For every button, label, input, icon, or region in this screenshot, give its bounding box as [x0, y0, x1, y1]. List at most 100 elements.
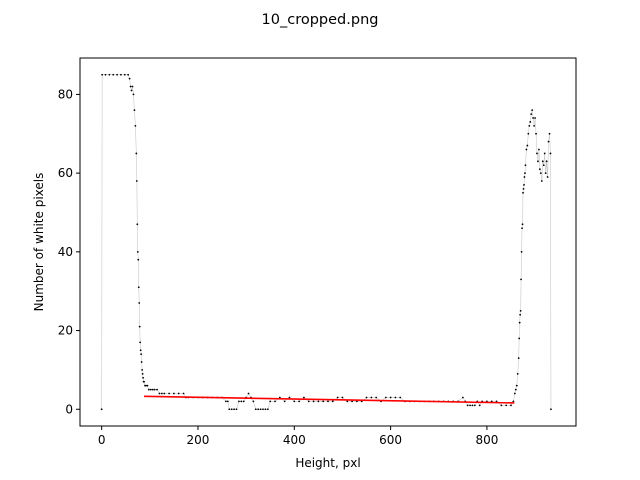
data-point [517, 357, 520, 360]
data-point [226, 400, 229, 403]
data-point [370, 396, 373, 399]
data-point [534, 117, 536, 119]
data-point [133, 109, 136, 112]
data-point [257, 408, 260, 411]
data-point [355, 400, 358, 403]
data-point [288, 396, 291, 399]
data-point [129, 85, 132, 88]
data-point [336, 396, 339, 399]
data-point [524, 164, 527, 167]
data-point [293, 400, 296, 403]
data-point [538, 168, 541, 171]
data-point [541, 160, 544, 163]
data-point [527, 132, 530, 135]
data-point [530, 113, 533, 115]
data-point [168, 392, 170, 395]
data-point [512, 400, 515, 403]
data-point [533, 124, 535, 127]
data-point [500, 404, 503, 407]
data-point [539, 172, 542, 175]
data-point [331, 400, 334, 403]
data-point [522, 191, 524, 194]
data-point [151, 388, 154, 391]
data-point [346, 400, 349, 403]
series-trace-line [101, 74, 552, 410]
data-point [518, 337, 521, 340]
data-point [514, 388, 517, 391]
y-tick-label: 20 [58, 324, 73, 338]
data-point [461, 396, 464, 399]
fit-layer [144, 395, 515, 404]
data-point [266, 408, 269, 411]
data-point [134, 124, 137, 127]
data-point [230, 408, 233, 411]
data-point [123, 73, 126, 76]
data-point [365, 396, 368, 399]
x-tick-label: 200 [187, 433, 210, 447]
data-point [523, 184, 525, 186]
data-point [131, 85, 134, 88]
x-tick-label: 0 [98, 433, 106, 447]
data-point [548, 132, 551, 135]
data-point [312, 400, 315, 403]
data-point [547, 140, 550, 143]
data-point [112, 73, 115, 76]
data-point [278, 396, 281, 399]
data-point [120, 73, 122, 76]
data-point [521, 223, 524, 226]
data-point [351, 400, 353, 403]
chart-title: 10_cropped.png [262, 12, 379, 28]
data-point [137, 286, 140, 289]
data-point [520, 250, 523, 253]
data-point [521, 227, 523, 230]
data-point [520, 278, 522, 281]
data-point [515, 384, 518, 387]
data-point [505, 404, 508, 407]
data-point [238, 400, 240, 403]
data-point [141, 369, 144, 371]
data-point [142, 376, 144, 379]
data-point [156, 388, 158, 391]
data-point [545, 160, 548, 163]
data-point [147, 388, 150, 391]
data-point [537, 160, 539, 163]
data-point [526, 144, 529, 147]
y-axis-label: Number of white pixels [32, 173, 46, 312]
data-point [130, 89, 133, 92]
data-point [140, 353, 143, 356]
fit-line [144, 395, 515, 404]
data-point [322, 400, 325, 403]
data-point [307, 400, 310, 403]
data-point [529, 121, 532, 123]
data-point [252, 400, 255, 403]
data-point [264, 408, 267, 411]
y-tick-label: 0 [65, 402, 73, 416]
data-point [546, 176, 549, 178]
data-point [535, 132, 537, 135]
data-point [550, 408, 552, 411]
data-point [303, 396, 305, 399]
data-point [528, 124, 531, 127]
data-point [513, 392, 516, 395]
plot-area [79, 57, 577, 427]
data-point [466, 404, 469, 407]
data-point [173, 392, 175, 395]
data-point [389, 396, 392, 399]
data-point [317, 400, 320, 403]
data-point [100, 408, 103, 411]
data-point [160, 392, 163, 395]
data-point [327, 400, 329, 403]
data-point [259, 408, 262, 411]
data-point [141, 372, 144, 375]
data-point [536, 152, 538, 155]
data-point [247, 392, 250, 395]
data-point [269, 400, 272, 403]
data-point [136, 250, 139, 253]
data-point [543, 152, 546, 155]
data-point [139, 341, 142, 344]
data-point [399, 396, 402, 399]
data-point [478, 404, 481, 407]
y-tick-label: 40 [58, 245, 73, 259]
data-point [140, 361, 143, 363]
